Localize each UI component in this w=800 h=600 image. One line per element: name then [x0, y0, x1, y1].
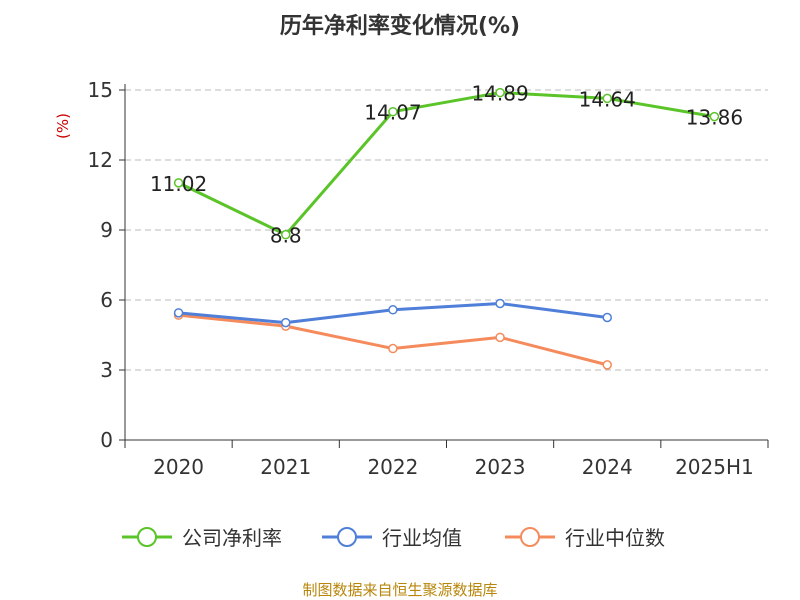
data-point: [495, 332, 505, 343]
y-tick-label: 15: [88, 78, 113, 102]
series-line: [177, 91, 715, 237]
x-tick-label: 2023: [475, 455, 526, 479]
axes: 0 3 6 9 12 15 2020 2021 2022 2023 2024 2025H1: [88, 78, 769, 479]
y-tick-label: 0: [100, 428, 113, 452]
data-point: [495, 87, 505, 98]
chart-title: 历年净利率变化情况(%): [280, 13, 520, 39]
data-point: [709, 111, 720, 122]
legend-marker: [337, 527, 357, 547]
data-point: [388, 106, 398, 117]
legend-marker: [137, 527, 157, 547]
data-point: [173, 178, 184, 188]
x-tick-label: 2025H1: [675, 455, 754, 479]
data-point: [388, 305, 398, 315]
series-layer: [173, 87, 720, 370]
y-tick-label: 12: [88, 148, 113, 172]
data-point: [281, 317, 291, 328]
legend-label: 公司净利率: [182, 526, 282, 550]
legend-item[interactable]: 行业均值: [322, 526, 462, 550]
legend-label: 行业中位数: [565, 526, 665, 550]
y-tick-label: 9: [100, 218, 113, 242]
legend-marker: [520, 527, 540, 547]
x-tick-label: 2020: [153, 455, 204, 479]
data-point: [173, 308, 184, 318]
data-point: [602, 312, 612, 323]
data-label: 14.89: [471, 82, 528, 106]
data-point: [281, 229, 291, 240]
data-label: 11.02: [150, 172, 207, 196]
data-label: 14.64: [579, 87, 636, 111]
data-point: [495, 298, 505, 309]
data-label: 13.86: [686, 106, 743, 130]
data-labels: 11.02 8.8 14.07 14.89 14.64 13.86: [150, 82, 743, 248]
legend-item[interactable]: 公司净利率: [122, 526, 282, 550]
data-point: [602, 93, 612, 104]
legend-item[interactable]: 行业中位数: [505, 526, 665, 550]
series-line: [178, 313, 608, 367]
data-label: 14.07: [364, 101, 421, 125]
data-point: [388, 343, 398, 354]
x-tick-label: 2022: [367, 455, 418, 479]
y-tick-label: 3: [100, 358, 113, 382]
data-label: 8.8: [270, 224, 302, 248]
x-tick-label: 2024: [582, 455, 633, 479]
legend[interactable]: 公司净利率 行业均值 行业中位数: [122, 526, 665, 550]
y-axis-label: (%): [54, 113, 72, 139]
source-note: 制图数据来自恒生聚源数据库: [302, 581, 497, 599]
data-point: [602, 360, 612, 370]
y-tick-label: 6: [100, 288, 113, 312]
x-tick-label: 2021: [260, 455, 311, 479]
legend-label: 行业均值: [382, 526, 462, 550]
grid-lines: [125, 89, 768, 371]
